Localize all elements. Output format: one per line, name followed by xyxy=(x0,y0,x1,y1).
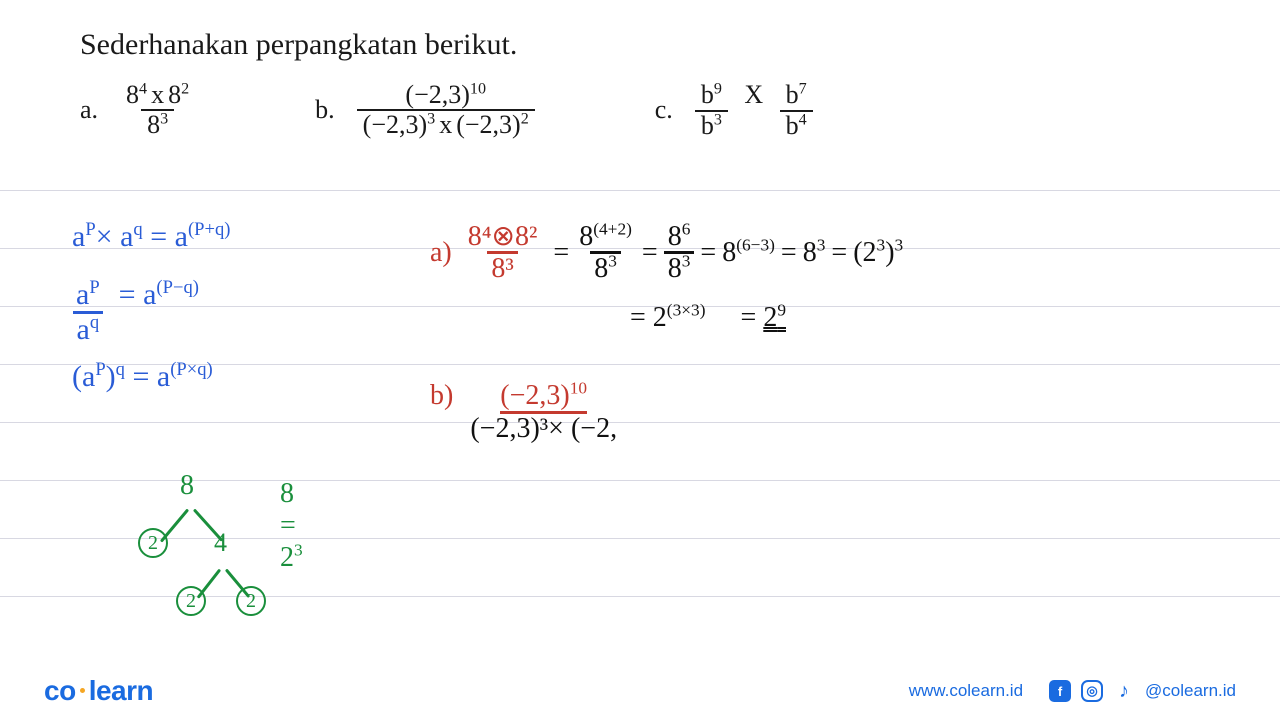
frac-a: 84x82 83 xyxy=(120,81,195,140)
wb-label: b) xyxy=(430,380,453,411)
rule-product: aP× aq = a(P+q) xyxy=(72,220,230,254)
brand-logo: colearn xyxy=(44,675,153,707)
rule-power: (aP)q = a(P×q) xyxy=(72,360,213,394)
label-c: c. xyxy=(655,95,673,125)
work-a-line1: a) 8⁴⊗8² 8³ = 8(4+2) 83 = 86 83 = 8(6−3)… xyxy=(430,222,903,284)
expr-c: b9b3 X b7b4 xyxy=(695,80,813,140)
problem-block: Sederhanakan perpangkatan berikut. a. 84… xyxy=(80,28,1200,140)
wa-s5: 83 xyxy=(803,237,826,269)
facebook-icon[interactable]: f xyxy=(1049,680,1071,702)
socials: f ◎ ♪ @colearn.id xyxy=(1049,680,1236,702)
footer-right: www.colearn.id f ◎ ♪ @colearn.id xyxy=(909,680,1236,702)
wa-label: a) xyxy=(430,237,452,269)
eq: = xyxy=(700,237,716,269)
problems-row: a. 84x82 83 b. (−2,3)10 (−2,3)3x(−2,3)2 … xyxy=(80,80,1200,140)
label-a: a. xyxy=(80,95,98,125)
label-b: b. xyxy=(315,95,335,125)
tree-node: 2 xyxy=(236,586,266,616)
work-b: b) (−2,3)10 (−2,3)³× (−2, xyxy=(430,380,621,444)
txt: a xyxy=(120,220,133,253)
wa-s6: (23)3 xyxy=(853,237,903,269)
social-handle: @colearn.id xyxy=(1145,681,1236,701)
wa-s3: 86 83 xyxy=(664,222,695,284)
problem-b: b. (−2,3)10 (−2,3)3x(−2,3)2 xyxy=(315,80,535,140)
eq: = xyxy=(553,237,569,269)
txt: a xyxy=(72,220,85,253)
problem-a: a. 84x82 83 xyxy=(80,80,195,140)
tree-node: 2 xyxy=(138,528,168,558)
txt: P xyxy=(85,219,95,240)
txt: (P+q) xyxy=(188,219,231,240)
txt: q xyxy=(133,219,142,240)
footer: colearn www.colearn.id f ◎ ♪ @colearn.id xyxy=(0,662,1280,720)
footer-url[interactable]: www.colearn.id xyxy=(909,681,1023,701)
eq: = xyxy=(781,237,797,269)
work-a-line2: = 2(3×3) = 29 xyxy=(630,302,786,334)
tree-top: 8 xyxy=(180,470,194,502)
wa-s2: 8(4+2) 83 xyxy=(575,222,636,284)
eq: = xyxy=(642,237,658,269)
txt: a xyxy=(175,220,188,253)
eq: = xyxy=(831,237,847,269)
tiktok-icon[interactable]: ♪ xyxy=(1113,680,1135,702)
problem-c: c. b9b3 X b7b4 xyxy=(655,80,813,140)
tree-node: 4 xyxy=(214,528,227,558)
wa-s4: 8(6−3) xyxy=(722,237,775,269)
problem-title: Sederhanakan perpangkatan berikut. xyxy=(80,28,1200,62)
tree-eq: 8 = 23 xyxy=(280,478,303,574)
dot-icon xyxy=(80,688,85,693)
tree-node: 2 xyxy=(176,586,206,616)
rule-quotient: aP aq = a(P−q) xyxy=(72,278,199,345)
wa-frac: 8⁴⊗8² 8³ xyxy=(464,222,542,284)
instagram-icon[interactable]: ◎ xyxy=(1081,680,1103,702)
frac-b: (−2,3)10 (−2,3)3x(−2,3)2 xyxy=(357,81,535,140)
